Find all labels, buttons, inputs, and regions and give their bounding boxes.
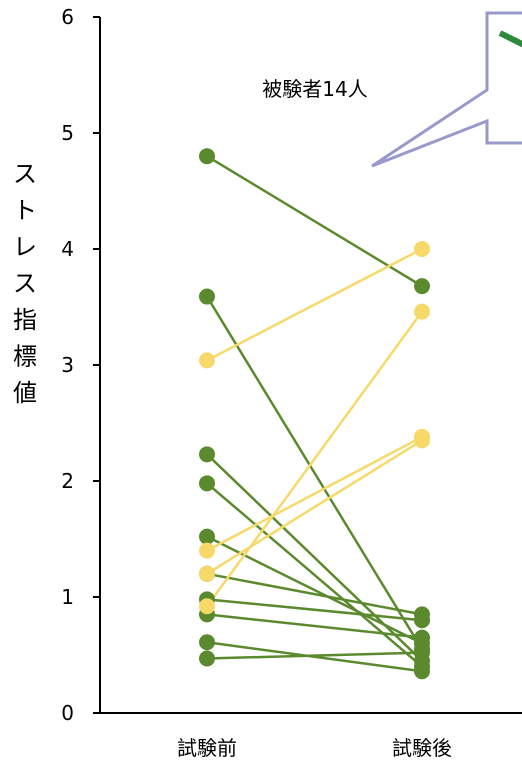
data-point-decrease bbox=[414, 629, 430, 646]
y-axis-label-char: ト bbox=[13, 197, 37, 225]
data-point-increase bbox=[199, 352, 215, 369]
annotation-subject-count: 被験者14人 bbox=[262, 77, 367, 101]
y-axis-label-char: ス bbox=[13, 160, 37, 188]
data-point-decrease bbox=[199, 634, 215, 651]
data-point-decrease bbox=[199, 148, 215, 165]
y-tick-label: 3 bbox=[61, 353, 74, 377]
y-tick-label: 2 bbox=[61, 469, 74, 493]
y-tick-label: 1 bbox=[61, 585, 74, 609]
x-tick-label: 試験前 bbox=[177, 736, 237, 760]
series-line-decrease bbox=[206, 535, 423, 645]
y-axis-label-char: 標 bbox=[13, 343, 37, 371]
y-tick-label: 5 bbox=[61, 121, 74, 145]
data-point-decrease bbox=[199, 475, 215, 492]
data-point-decrease bbox=[199, 446, 215, 463]
y-tick-label: 4 bbox=[61, 237, 74, 261]
data-point-decrease bbox=[414, 612, 430, 629]
data-point-increase bbox=[414, 241, 430, 257]
x-ticks: 試験前 試験後 bbox=[177, 736, 452, 760]
data-point-decrease bbox=[414, 644, 430, 661]
y-tick-label: 0 bbox=[61, 701, 74, 725]
data-point-increase bbox=[414, 303, 430, 320]
series-line-decrease bbox=[206, 453, 423, 662]
y-ticks: 0 1 2 3 4 5 6 bbox=[61, 5, 100, 725]
series-line-increase bbox=[205, 310, 424, 608]
data-point-decrease bbox=[199, 528, 215, 545]
y-axis-label-char: ス bbox=[13, 270, 37, 298]
data-point-increase bbox=[199, 565, 215, 582]
data-point-decrease bbox=[414, 278, 430, 295]
data-point-decrease bbox=[414, 663, 430, 680]
series-line-decrease bbox=[206, 155, 423, 288]
y-axis-label-char: 指 bbox=[13, 306, 37, 334]
series-line-decrease bbox=[206, 482, 423, 668]
data-point-increase bbox=[414, 432, 430, 449]
x-tick-label: 試験後 bbox=[392, 736, 452, 760]
series-line-increase bbox=[206, 435, 423, 552]
data-point-increase bbox=[199, 598, 215, 615]
series-line-decrease bbox=[206, 651, 423, 660]
callout-bubble bbox=[371, 11, 522, 168]
series-line-decrease bbox=[206, 613, 423, 639]
data-point-decrease bbox=[199, 288, 215, 305]
y-tick-label: 6 bbox=[61, 5, 74, 29]
data-point-decrease bbox=[199, 650, 215, 667]
callout-box bbox=[371, 11, 522, 168]
series-line-increase bbox=[206, 439, 423, 575]
data-point-increase bbox=[199, 542, 215, 559]
series-line-increase bbox=[206, 247, 423, 362]
series-points bbox=[199, 148, 430, 680]
y-axis-label-char: 値 bbox=[13, 379, 37, 407]
series-lines bbox=[205, 155, 424, 673]
series-line-decrease bbox=[205, 295, 424, 650]
y-axis-label-char: レ bbox=[13, 233, 37, 261]
series-line-decrease bbox=[206, 598, 423, 622]
callout-green-mark bbox=[498, 30, 522, 48]
series-line-decrease bbox=[206, 572, 423, 616]
